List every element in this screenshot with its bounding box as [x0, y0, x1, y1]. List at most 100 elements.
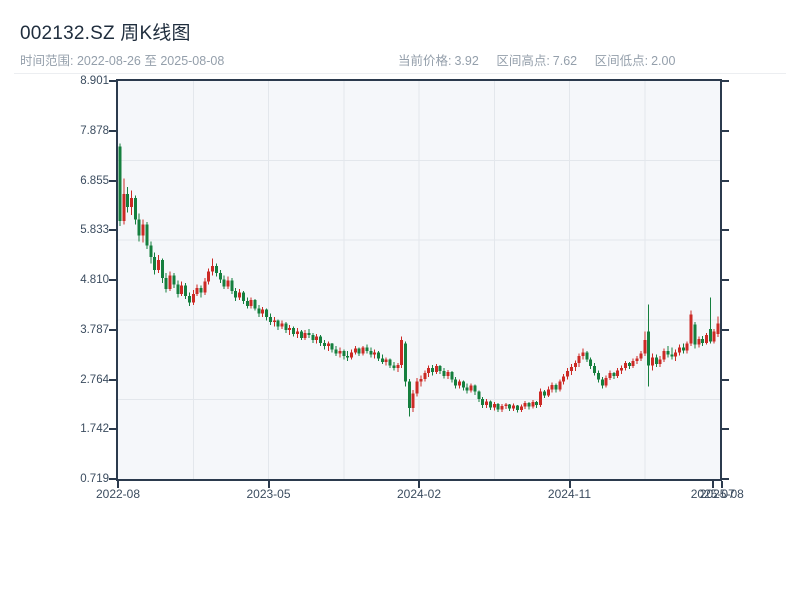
candle-body	[531, 402, 535, 407]
candle-body	[330, 343, 334, 350]
candle-body	[647, 331, 651, 366]
candle-body	[195, 287, 199, 295]
candle-body	[388, 359, 392, 366]
candle-body	[589, 359, 593, 367]
x-tick-label: 2024-11	[547, 487, 592, 501]
x-tick-label: 2023-05	[246, 487, 291, 501]
candle-body	[450, 371, 454, 380]
candle-body	[353, 348, 357, 353]
candle-body	[284, 323, 288, 331]
candle-body	[303, 333, 307, 338]
candle-body	[550, 385, 554, 390]
candle-body	[519, 406, 523, 410]
candle-body	[454, 379, 458, 386]
y-tick-mark-right	[722, 279, 729, 281]
candle-body	[539, 391, 543, 406]
candle-body	[126, 193, 130, 208]
candle-body	[473, 385, 477, 392]
candle-body	[585, 352, 589, 360]
candle-body	[342, 351, 346, 356]
header-divider	[14, 73, 786, 74]
candle-body	[203, 281, 207, 293]
candle-body	[122, 193, 126, 222]
candle-body	[261, 309, 265, 314]
candle-body	[712, 331, 716, 342]
candle-body	[222, 279, 226, 287]
candle-body	[477, 391, 481, 400]
range-high-value: 7.62	[552, 54, 578, 68]
h-gridline	[118, 398, 720, 400]
candle-body	[569, 367, 573, 371]
candle-body	[172, 275, 176, 285]
candle-body	[214, 265, 218, 274]
candle-body	[593, 366, 597, 373]
candle-body	[268, 316, 272, 322]
candle-body	[666, 351, 670, 355]
x-tick-label: 2025-08	[699, 487, 744, 501]
y-tick-mark-right	[722, 428, 729, 431]
candle-body	[164, 278, 168, 290]
candle-wick	[709, 297, 711, 344]
candle-body	[446, 371, 450, 376]
page-title: 002132.SZ 周K线图	[20, 23, 191, 44]
current-price-stat: 当前价格: 3.92	[398, 54, 479, 68]
candle-body	[650, 357, 654, 366]
candle-body	[365, 347, 369, 352]
y-tick-label: 5.833	[80, 224, 109, 237]
x-tick-label: 2022-08	[95, 487, 141, 501]
candle-body	[623, 363, 627, 369]
candle-body	[288, 328, 292, 331]
candle-body	[627, 363, 631, 367]
candle-body	[319, 336, 323, 343]
candle-body	[527, 403, 531, 407]
candle-body	[685, 343, 689, 351]
candle-body	[581, 352, 585, 356]
candle-body	[612, 372, 616, 376]
candle-body	[218, 273, 222, 280]
range-low-value: 2.00	[651, 54, 676, 68]
candle-body	[577, 355, 581, 364]
candle-body	[241, 292, 245, 301]
v-gridline	[569, 81, 570, 479]
candle-body	[515, 405, 519, 410]
candle-body	[708, 329, 712, 342]
candlestick-chart-svg	[118, 81, 720, 479]
candle-body	[207, 271, 211, 282]
candle-body	[334, 349, 338, 354]
candle-body	[326, 343, 330, 347]
y-tick-label: 1.742	[80, 423, 109, 436]
candle-body	[485, 401, 489, 406]
candle-body	[392, 365, 396, 369]
candle-body	[118, 146, 122, 222]
current-price-label: 当前价格:	[398, 54, 452, 68]
y-tick-label: 7.878	[80, 124, 109, 137]
x-tick-mark	[267, 481, 270, 488]
candle-body	[465, 387, 469, 391]
v-gridline	[493, 81, 495, 479]
candle-body	[400, 339, 404, 366]
x-tick-mark	[720, 481, 723, 488]
price-stats: 当前价格: 3.92 区间高点: 7.62 区间低点: 2.00	[398, 50, 689, 69]
candle-body	[658, 359, 662, 365]
range-high-label: 区间高点:	[496, 54, 550, 68]
candle-body	[361, 347, 365, 354]
h-gridline	[118, 319, 720, 321]
y-tick-mark-right	[722, 478, 729, 480]
candle-body	[643, 339, 647, 354]
v-gridline	[192, 81, 194, 479]
y-tick-mark-left	[109, 428, 116, 431]
candle-body	[558, 381, 562, 390]
candle-body	[322, 342, 326, 347]
candle-body	[681, 347, 685, 351]
candle-body	[249, 299, 253, 306]
candle-body	[292, 328, 296, 334]
candle-body	[230, 280, 234, 292]
y-tick-label: 6.855	[80, 174, 109, 187]
range-low-stat: 区间低点: 2.00	[595, 54, 676, 68]
range-low-label: 区间低点:	[594, 54, 649, 68]
candle-body	[307, 333, 311, 335]
y-tick-label: 0.719	[80, 473, 109, 485]
v-gridline	[268, 81, 269, 479]
time-range-label: 时间范围: 2022-08-26 至 2025-08-08	[20, 54, 225, 68]
candle-body	[245, 300, 249, 306]
